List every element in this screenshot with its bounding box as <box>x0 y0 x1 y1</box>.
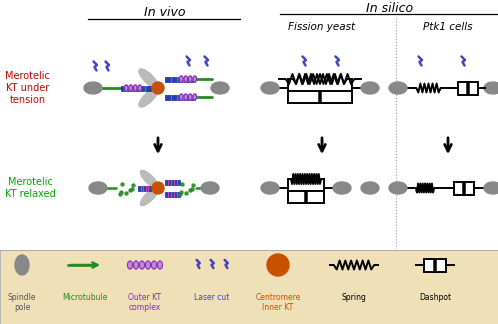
Text: Fission yeast: Fission yeast <box>288 22 356 32</box>
Ellipse shape <box>179 94 183 100</box>
Bar <box>121 86 151 90</box>
Ellipse shape <box>261 182 279 194</box>
Ellipse shape <box>201 182 219 194</box>
Bar <box>288 91 352 103</box>
Bar <box>138 186 151 191</box>
Ellipse shape <box>89 182 107 194</box>
Text: Ptk1 cells: Ptk1 cells <box>423 22 473 32</box>
Ellipse shape <box>140 170 158 189</box>
Text: In silico: In silico <box>367 2 413 15</box>
Text: Spindle
pole: Spindle pole <box>8 293 36 312</box>
Ellipse shape <box>145 261 150 269</box>
Ellipse shape <box>152 182 164 194</box>
Ellipse shape <box>361 82 379 94</box>
Ellipse shape <box>157 261 162 269</box>
Ellipse shape <box>193 94 197 100</box>
Ellipse shape <box>152 82 164 94</box>
Bar <box>165 95 195 99</box>
Ellipse shape <box>133 261 138 269</box>
Text: In vivo: In vivo <box>144 6 186 19</box>
Ellipse shape <box>389 82 407 94</box>
Ellipse shape <box>361 182 379 194</box>
Bar <box>458 82 478 95</box>
Bar <box>424 259 446 272</box>
Ellipse shape <box>138 85 141 91</box>
Ellipse shape <box>189 94 192 100</box>
Ellipse shape <box>133 85 137 91</box>
Ellipse shape <box>140 188 158 205</box>
Bar <box>0 250 498 324</box>
Text: Dashpot: Dashpot <box>419 293 451 302</box>
Ellipse shape <box>15 255 29 275</box>
Ellipse shape <box>139 69 158 88</box>
Ellipse shape <box>84 82 102 94</box>
Text: Merotelic
KT under
tension: Merotelic KT under tension <box>5 71 50 105</box>
Ellipse shape <box>189 76 192 82</box>
Ellipse shape <box>139 261 144 269</box>
Bar <box>288 191 324 203</box>
Ellipse shape <box>127 261 132 269</box>
Ellipse shape <box>484 82 498 94</box>
Ellipse shape <box>389 182 407 194</box>
Text: Outer KT
complex: Outer KT complex <box>128 293 161 312</box>
Ellipse shape <box>139 87 158 107</box>
Text: Centromere
Inner KT: Centromere Inner KT <box>255 293 301 312</box>
Ellipse shape <box>139 87 158 107</box>
Ellipse shape <box>139 69 158 88</box>
Ellipse shape <box>333 182 351 194</box>
Ellipse shape <box>261 82 279 94</box>
Text: Laser cut: Laser cut <box>194 293 230 302</box>
Ellipse shape <box>484 182 498 194</box>
Ellipse shape <box>151 261 156 269</box>
Bar <box>165 179 180 184</box>
Ellipse shape <box>184 76 188 82</box>
Text: Microtubule: Microtubule <box>62 293 108 302</box>
Ellipse shape <box>211 82 229 94</box>
Ellipse shape <box>124 85 128 91</box>
Ellipse shape <box>140 188 158 205</box>
Ellipse shape <box>129 85 132 91</box>
Ellipse shape <box>184 94 188 100</box>
Ellipse shape <box>267 254 289 276</box>
Ellipse shape <box>140 170 158 189</box>
Ellipse shape <box>179 76 183 82</box>
Bar <box>165 76 195 82</box>
Text: Spring: Spring <box>342 293 367 302</box>
Text: Merotelic
KT relaxed: Merotelic KT relaxed <box>5 177 56 199</box>
Ellipse shape <box>193 76 197 82</box>
Bar <box>165 191 180 196</box>
Bar <box>454 181 474 194</box>
